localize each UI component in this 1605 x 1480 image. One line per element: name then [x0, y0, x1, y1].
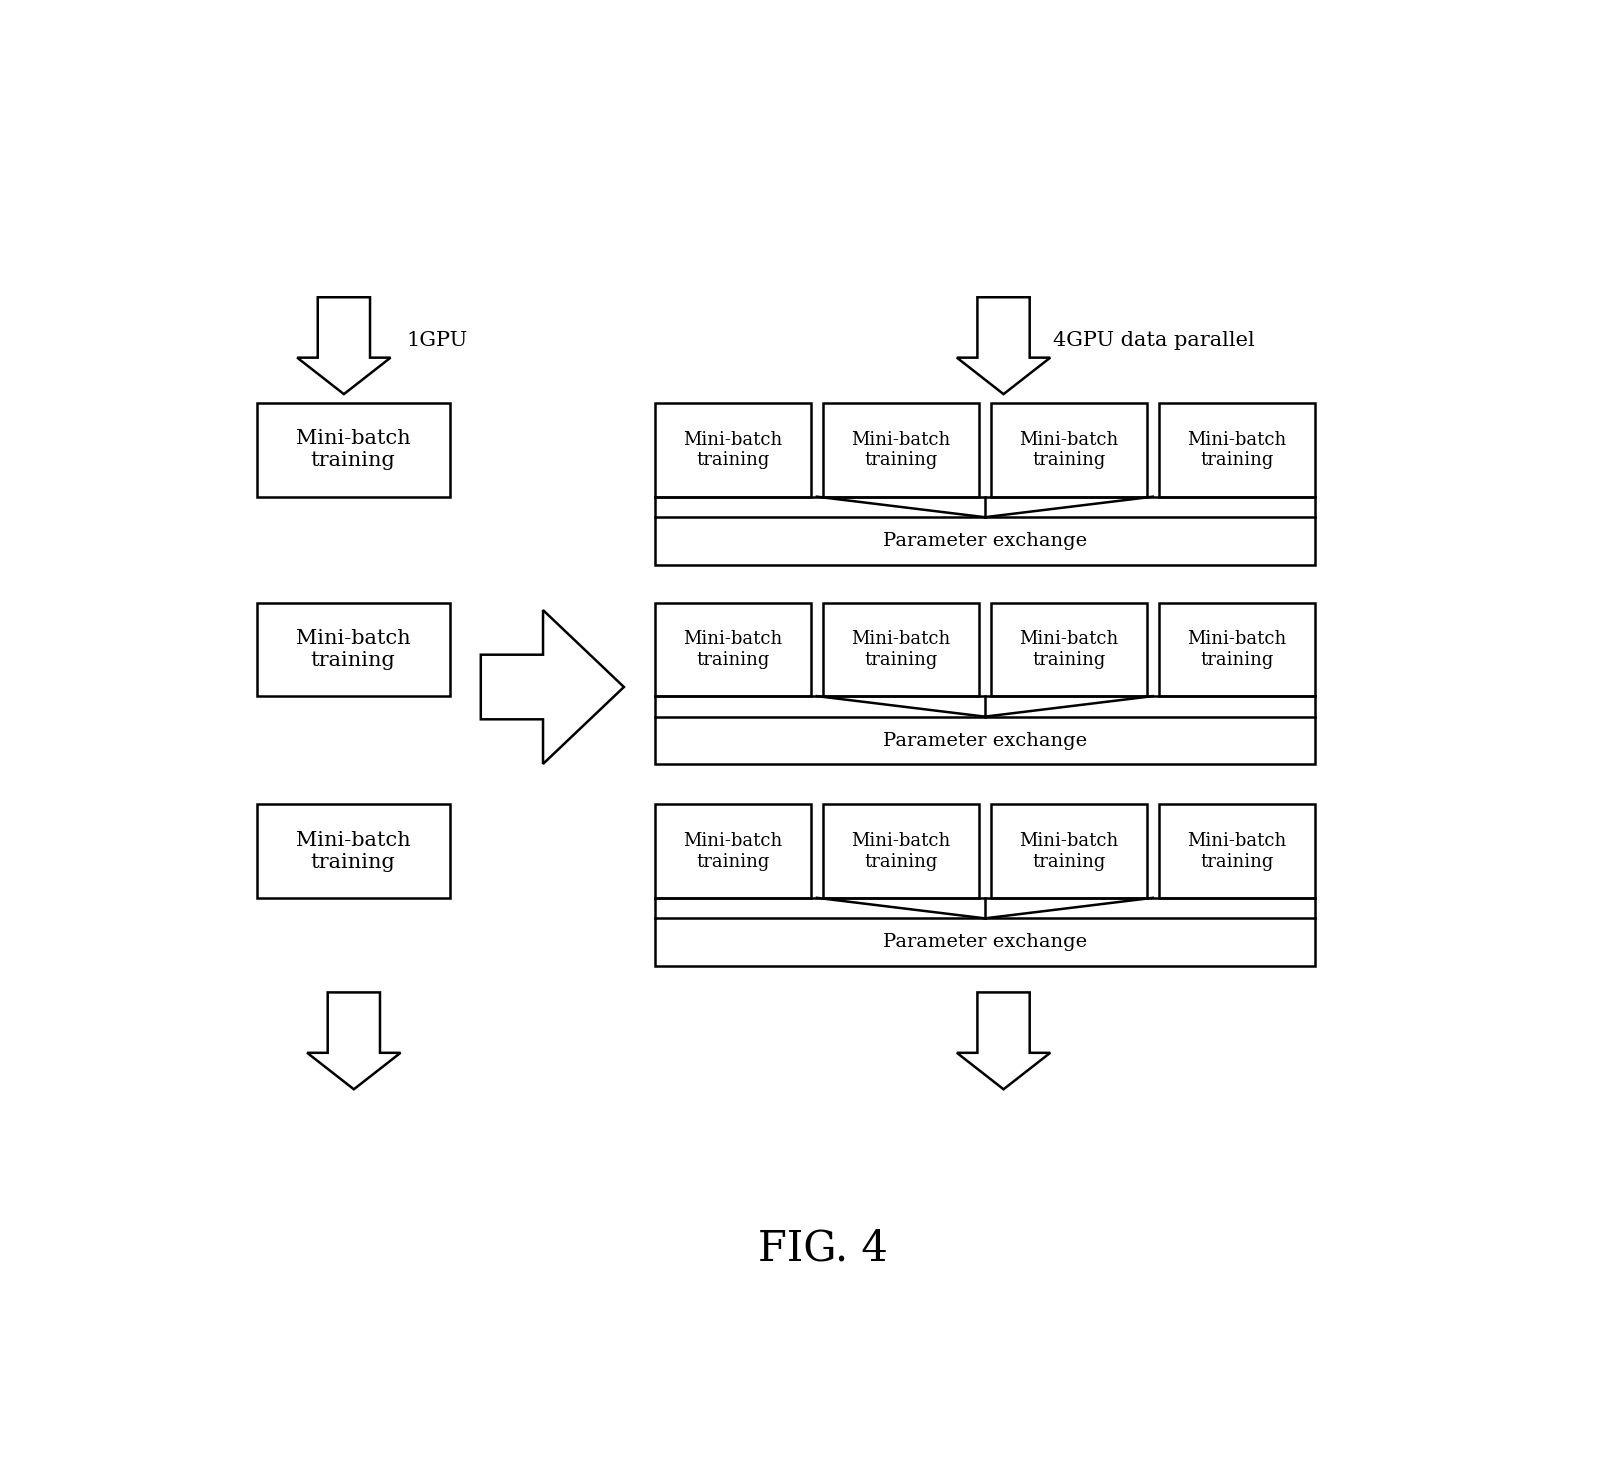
Polygon shape: [297, 297, 390, 394]
Text: Mini-batch
training: Mini-batch training: [1186, 630, 1286, 669]
Text: Mini-batch
training: Mini-batch training: [851, 431, 950, 469]
Text: Parameter exchange: Parameter exchange: [883, 533, 1087, 551]
Text: Mini-batch
training: Mini-batch training: [1019, 630, 1117, 669]
Bar: [1159, 602, 1314, 696]
Text: Mini-batch
training: Mini-batch training: [851, 832, 950, 870]
Text: Mini-batch
training: Mini-batch training: [295, 429, 411, 471]
Bar: [1159, 403, 1314, 497]
Text: FIG. 4: FIG. 4: [758, 1228, 888, 1270]
Bar: [990, 403, 1146, 497]
Bar: [655, 403, 811, 497]
Polygon shape: [307, 993, 400, 1089]
Bar: [655, 602, 811, 696]
Bar: [823, 403, 977, 497]
Text: Parameter exchange: Parameter exchange: [883, 934, 1087, 952]
Polygon shape: [957, 297, 1050, 394]
Polygon shape: [480, 610, 623, 764]
Text: Parameter exchange: Parameter exchange: [883, 731, 1087, 749]
Bar: [257, 403, 449, 497]
Text: Mini-batch
training: Mini-batch training: [851, 630, 950, 669]
Bar: [257, 804, 449, 898]
Text: Mini-batch
training: Mini-batch training: [295, 629, 411, 670]
Bar: [655, 716, 1314, 765]
Bar: [655, 517, 1314, 565]
Text: Mini-batch
training: Mini-batch training: [682, 630, 782, 669]
Text: Mini-batch
training: Mini-batch training: [1019, 832, 1117, 870]
Bar: [823, 602, 977, 696]
Bar: [990, 804, 1146, 898]
Bar: [655, 804, 811, 898]
Bar: [655, 918, 1314, 966]
Text: Mini-batch
training: Mini-batch training: [682, 832, 782, 870]
Bar: [823, 804, 977, 898]
Text: 4GPU data parallel: 4GPU data parallel: [1053, 332, 1254, 351]
Text: Mini-batch
training: Mini-batch training: [295, 830, 411, 872]
Text: Mini-batch
training: Mini-batch training: [1019, 431, 1117, 469]
Text: 1GPU: 1GPU: [406, 332, 467, 351]
Bar: [257, 602, 449, 696]
Bar: [990, 602, 1146, 696]
Text: Mini-batch
training: Mini-batch training: [1186, 431, 1286, 469]
Polygon shape: [957, 993, 1050, 1089]
Text: Mini-batch
training: Mini-batch training: [682, 431, 782, 469]
Bar: [1159, 804, 1314, 898]
Text: Mini-batch
training: Mini-batch training: [1186, 832, 1286, 870]
